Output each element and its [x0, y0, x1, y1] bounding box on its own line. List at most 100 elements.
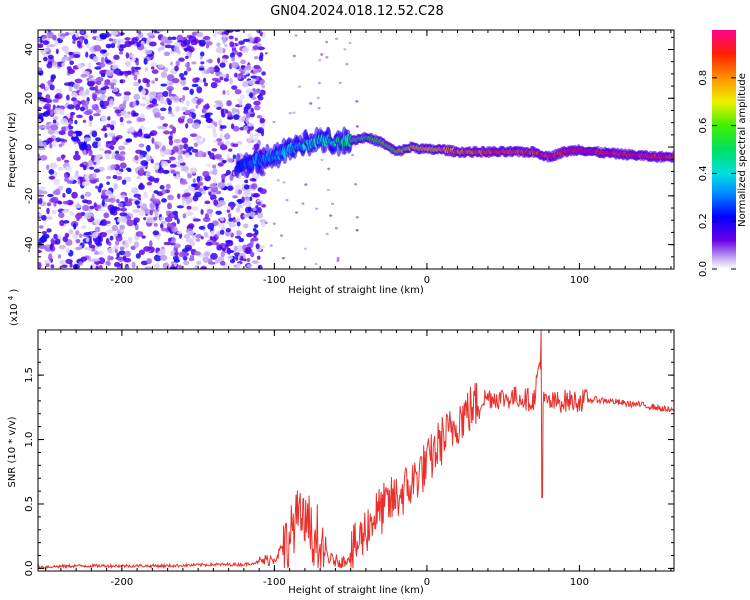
snr-scale-prefix: (x10	[9, 303, 20, 326]
noise-speckle	[123, 95, 130, 102]
noise-speckle	[50, 196, 59, 203]
noise-speckle	[334, 37, 338, 41]
noise-speckle	[163, 148, 172, 156]
noise-speckle	[348, 41, 352, 45]
noise-speckle	[336, 256, 340, 260]
noise-speckle	[50, 124, 59, 131]
noise-speckle	[161, 189, 167, 195]
noise-speckle	[208, 190, 212, 196]
noise-speckle	[160, 71, 167, 78]
noise-speckle	[110, 120, 116, 126]
noise-speckle	[87, 159, 93, 166]
noise-speckle	[38, 186, 46, 191]
noise-speckle	[105, 43, 112, 49]
noise-speckle	[214, 30, 218, 35]
noise-speckle	[171, 36, 177, 41]
noise-speckle	[176, 34, 184, 42]
noise-speckle	[53, 130, 60, 135]
noise-speckle	[38, 140, 44, 148]
noise-speckle	[109, 98, 114, 105]
noise-speckle	[145, 144, 151, 152]
noise-speckle	[173, 173, 177, 177]
noise-speckle	[184, 62, 191, 68]
noise-speckle	[272, 120, 276, 124]
noise-speckle	[54, 94, 60, 99]
noise-speckle	[142, 96, 147, 100]
noise-speckle	[125, 138, 132, 143]
noise-speckle	[150, 62, 158, 67]
noise-speckle	[228, 217, 234, 222]
noise-speckle	[355, 125, 359, 128]
noise-speckle	[220, 251, 225, 258]
noise-speckle	[172, 146, 179, 153]
noise-speckle	[221, 58, 228, 64]
noise-speckle	[113, 54, 120, 61]
noise-speckle	[62, 236, 68, 243]
snr-xtick-label: 0	[424, 577, 430, 588]
noise-speckle	[42, 97, 48, 103]
noise-speckle	[84, 191, 92, 197]
noise-speckle	[41, 230, 47, 235]
noise-speckle	[128, 198, 133, 202]
noise-speckle	[156, 94, 161, 101]
noise-speckle	[137, 30, 142, 35]
spectrogram-xtick-label: 100	[570, 275, 589, 286]
noise-speckle	[198, 67, 205, 71]
noise-speckle	[153, 223, 158, 227]
noise-speckle	[196, 86, 203, 94]
noise-speckle	[68, 120, 74, 125]
noise-speckle	[58, 212, 65, 219]
noise-speckle	[309, 102, 313, 105]
noise-speckle	[254, 56, 259, 60]
noise-speckle	[327, 167, 331, 171]
noise-speckle	[220, 260, 226, 266]
noise-speckle	[124, 266, 130, 269]
noise-speckle	[149, 209, 154, 216]
noise-speckle	[162, 90, 169, 98]
snr-axes: -200 -100 0 100 0.0 0.5 1.0 1.5	[24, 330, 674, 588]
noise-speckle	[153, 216, 158, 221]
noise-speckle	[191, 83, 199, 88]
noise-speckle	[197, 150, 204, 158]
noise-speckle	[183, 233, 191, 239]
noise-speckle	[220, 125, 227, 129]
noise-speckle	[182, 39, 191, 46]
noise-speckle	[92, 172, 97, 178]
noise-speckle	[246, 232, 254, 238]
noise-speckle	[253, 143, 260, 149]
noise-speckle	[99, 231, 108, 238]
noise-speckle	[214, 79, 222, 83]
noise-speckle	[111, 224, 119, 232]
noise-speckle	[253, 224, 259, 229]
noise-speckle	[145, 98, 150, 105]
noise-speckle	[178, 264, 183, 269]
spectrogram-xtick-label: -200	[111, 275, 134, 286]
noise-speckle	[67, 68, 75, 75]
noise-speckle	[146, 181, 153, 186]
noise-speckle	[325, 40, 329, 44]
noise-speckle	[221, 222, 225, 229]
noise-speckle	[38, 212, 43, 217]
noise-speckle	[298, 85, 302, 88]
noise-speckle	[230, 123, 235, 130]
noise-speckle	[221, 247, 226, 252]
noise-speckle	[116, 198, 120, 204]
noise-speckle	[100, 116, 108, 123]
noise-speckle	[184, 152, 190, 158]
noise-speckle	[86, 97, 90, 103]
noise-speckle	[165, 39, 173, 44]
noise-speckle	[105, 229, 114, 234]
noise-speckle	[236, 98, 241, 103]
noise-speckle	[216, 244, 223, 251]
noise-speckle	[136, 41, 141, 48]
noise-speckle	[131, 66, 135, 73]
noise-speckle	[148, 41, 157, 47]
noise-speckle	[82, 204, 90, 211]
noise-speckle	[68, 56, 72, 61]
noise-speckle	[202, 216, 211, 223]
noise-speckle	[95, 178, 99, 183]
noise-speckle	[133, 217, 140, 223]
colorbar-tick-label: 0.6	[698, 118, 709, 134]
noise-speckle	[222, 54, 229, 60]
noise-speckle	[143, 217, 147, 221]
